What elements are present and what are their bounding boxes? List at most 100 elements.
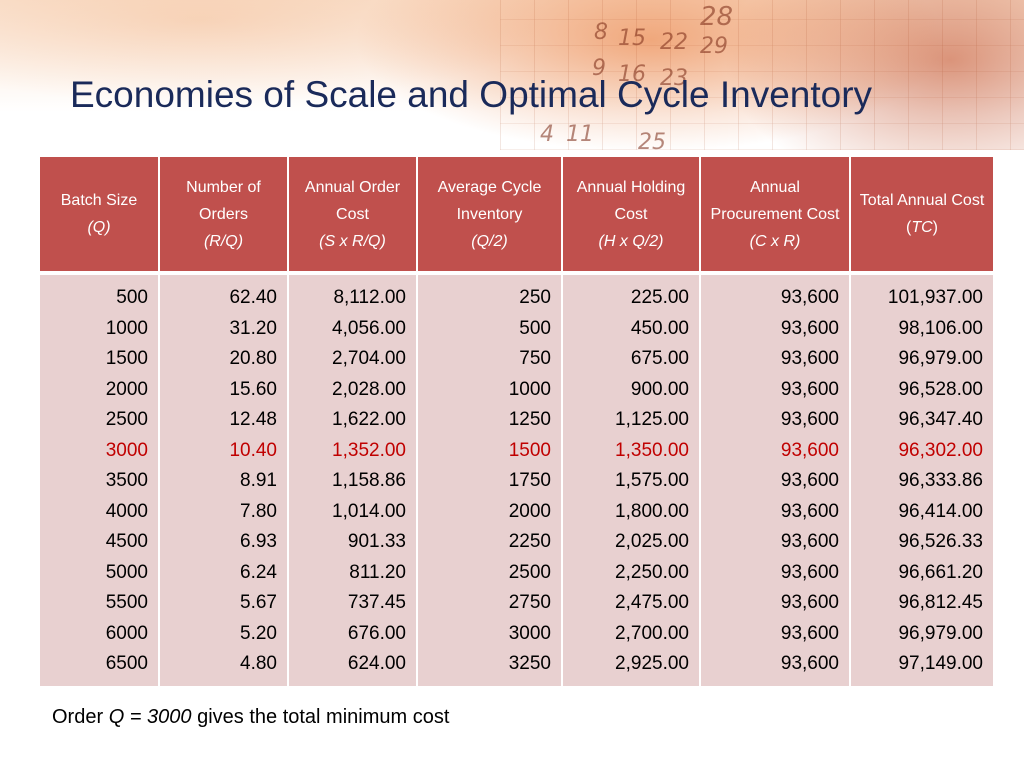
cell-number-of-orders: 10.40 bbox=[159, 435, 289, 466]
cell-annual-holding-cost: 2,250.00 bbox=[562, 557, 701, 588]
header-total-annual-cost: Total Annual Cost (TC) bbox=[850, 157, 993, 275]
cell-annual-holding-cost: 900.00 bbox=[562, 374, 701, 405]
cell-average-cycle-inventory: 500 bbox=[417, 313, 563, 344]
cell-batch-size: 3500 bbox=[40, 466, 160, 497]
cell-total-annual-cost: 96,414.00 bbox=[850, 496, 993, 527]
header-number-of-orders: Number of Orders (R/Q) bbox=[159, 157, 289, 275]
cell-number-of-orders: 15.60 bbox=[159, 374, 289, 405]
cell-annual-holding-cost: 2,025.00 bbox=[562, 527, 701, 558]
table-row: 6500 4.80 624.00 3250 2,925.00 93,600 97,149.0… bbox=[40, 649, 993, 686]
cell-annual-order-cost: 1,622.00 bbox=[288, 405, 418, 436]
cell-annual-procurement-cost: 93,600 bbox=[700, 313, 851, 344]
cell-batch-size: 2000 bbox=[40, 374, 160, 405]
cell-average-cycle-inventory: 250 bbox=[417, 273, 563, 314]
cell-average-cycle-inventory: 750 bbox=[417, 344, 563, 375]
header-banner bbox=[0, 0, 1024, 150]
page-title: Economies of Scale and Optimal Cycle Inv… bbox=[70, 74, 873, 115]
cell-number-of-orders: 7.80 bbox=[159, 496, 289, 527]
cell-batch-size: 2500 bbox=[40, 405, 160, 436]
cell-number-of-orders: 31.20 bbox=[159, 313, 289, 344]
cell-total-annual-cost: 96,526.33 bbox=[850, 527, 993, 558]
cell-annual-order-cost: 2,028.00 bbox=[288, 374, 418, 405]
cell-annual-holding-cost: 2,925.00 bbox=[562, 649, 701, 686]
cell-total-annual-cost: 101,937.00 bbox=[850, 273, 993, 314]
cell-annual-procurement-cost: 93,600 bbox=[700, 344, 851, 375]
inventory-table-container: Batch Size (Q) Number of Orders (R/Q) An… bbox=[40, 157, 993, 686]
cell-annual-order-cost: 2,704.00 bbox=[288, 344, 418, 375]
table-row: 500 62.40 8,112.00 250 225.00 93,600 101,937.0… bbox=[40, 273, 993, 314]
background-number: 22 bbox=[660, 30, 688, 55]
cell-annual-holding-cost: 225.00 bbox=[562, 273, 701, 314]
cell-total-annual-cost: 97,149.00 bbox=[850, 649, 993, 686]
background-number: 9 bbox=[592, 56, 606, 81]
cell-annual-order-cost: 901.33 bbox=[288, 527, 418, 558]
cell-average-cycle-inventory: 1500 bbox=[417, 435, 563, 466]
cell-annual-holding-cost: 1,800.00 bbox=[562, 496, 701, 527]
table-row: 2000 15.60 2,028.00 1000 900.00 93,600 96,528.… bbox=[40, 374, 993, 405]
cell-total-annual-cost: 98,106.00 bbox=[850, 313, 993, 344]
cell-average-cycle-inventory: 2750 bbox=[417, 588, 563, 619]
cell-total-annual-cost: 96,979.00 bbox=[850, 618, 993, 649]
cell-batch-size: 500 bbox=[40, 273, 160, 314]
cell-number-of-orders: 8.91 bbox=[159, 466, 289, 497]
cell-average-cycle-inventory: 1250 bbox=[417, 405, 563, 436]
cell-average-cycle-inventory: 2500 bbox=[417, 557, 563, 588]
cell-average-cycle-inventory: 1750 bbox=[417, 466, 563, 497]
cell-total-annual-cost: 96,812.45 bbox=[850, 588, 993, 619]
cell-number-of-orders: 5.20 bbox=[159, 618, 289, 649]
background-number: 28 bbox=[700, 2, 734, 32]
cell-batch-size: 5500 bbox=[40, 588, 160, 619]
cell-annual-procurement-cost: 93,600 bbox=[700, 527, 851, 558]
table-row: 4000 7.80 1,014.00 2000 1,800.00 93,600 96,414… bbox=[40, 496, 993, 527]
table-row: 1000 31.20 4,056.00 500 450.00 93,600 98,106.0… bbox=[40, 313, 993, 344]
background-number: 4 bbox=[540, 122, 554, 147]
table-row: 3500 8.91 1,158.86 1750 1,575.00 93,600 96,333… bbox=[40, 466, 993, 497]
background-number: 25 bbox=[638, 130, 666, 155]
cell-annual-procurement-cost: 93,600 bbox=[700, 435, 851, 466]
cell-batch-size: 3000 bbox=[40, 435, 160, 466]
cell-annual-order-cost: 811.20 bbox=[288, 557, 418, 588]
cell-annual-order-cost: 1,352.00 bbox=[288, 435, 418, 466]
cell-annual-order-cost: 1,158.86 bbox=[288, 466, 418, 497]
cell-annual-holding-cost: 675.00 bbox=[562, 344, 701, 375]
header-average-cycle-inventory: Average Cycle Inventory (Q/2) bbox=[417, 157, 563, 275]
background-number: 29 bbox=[700, 34, 728, 59]
cell-batch-size: 1000 bbox=[40, 313, 160, 344]
cell-annual-order-cost: 4,056.00 bbox=[288, 313, 418, 344]
cell-average-cycle-inventory: 2000 bbox=[417, 496, 563, 527]
cell-annual-order-cost: 1,014.00 bbox=[288, 496, 418, 527]
cell-batch-size: 1500 bbox=[40, 344, 160, 375]
table-row: 3000 10.40 1,352.00 1500 1,350.00 93,600 96,30… bbox=[40, 435, 993, 466]
cell-total-annual-cost: 96,661.20 bbox=[850, 557, 993, 588]
cell-annual-procurement-cost: 93,600 bbox=[700, 273, 851, 314]
footnote: Order Q = 3000 gives the total minimum c… bbox=[52, 706, 450, 728]
cell-total-annual-cost: 96,347.40 bbox=[850, 405, 993, 436]
cell-number-of-orders: 6.93 bbox=[159, 527, 289, 558]
cell-batch-size: 4000 bbox=[40, 496, 160, 527]
table-row: 2500 12.48 1,622.00 1250 1,125.00 93,600 96,34… bbox=[40, 405, 993, 436]
background-number: 16 bbox=[618, 62, 646, 87]
cell-average-cycle-inventory: 1000 bbox=[417, 374, 563, 405]
cell-annual-holding-cost: 1,575.00 bbox=[562, 466, 701, 497]
cell-batch-size: 5000 bbox=[40, 557, 160, 588]
table-header-row: Batch Size (Q) Number of Orders (R/Q) An… bbox=[40, 157, 993, 275]
background-number: 15 bbox=[618, 26, 646, 51]
calendar-grid-decoration bbox=[500, 0, 1024, 150]
cell-annual-holding-cost: 450.00 bbox=[562, 313, 701, 344]
cell-annual-order-cost: 8,112.00 bbox=[288, 273, 418, 314]
cell-annual-holding-cost: 1,125.00 bbox=[562, 405, 701, 436]
inventory-table: Batch Size (Q) Number of Orders (R/Q) An… bbox=[40, 157, 993, 686]
cell-annual-procurement-cost: 93,600 bbox=[700, 374, 851, 405]
header-batch-size: Batch Size (Q) bbox=[40, 157, 160, 275]
cell-number-of-orders: 4.80 bbox=[159, 649, 289, 686]
cell-annual-procurement-cost: 93,600 bbox=[700, 496, 851, 527]
cell-total-annual-cost: 96,302.00 bbox=[850, 435, 993, 466]
header-annual-procurement-cost: Annual Procurement Cost (C x R) bbox=[700, 157, 851, 275]
table-row: 6000 5.20 676.00 3000 2,700.00 93,600 96,979.0… bbox=[40, 618, 993, 649]
cell-number-of-orders: 20.80 bbox=[159, 344, 289, 375]
cell-annual-procurement-cost: 93,600 bbox=[700, 405, 851, 436]
background-number: 8 bbox=[594, 20, 608, 45]
cell-annual-order-cost: 676.00 bbox=[288, 618, 418, 649]
cell-total-annual-cost: 96,979.00 bbox=[850, 344, 993, 375]
cell-annual-procurement-cost: 93,600 bbox=[700, 618, 851, 649]
